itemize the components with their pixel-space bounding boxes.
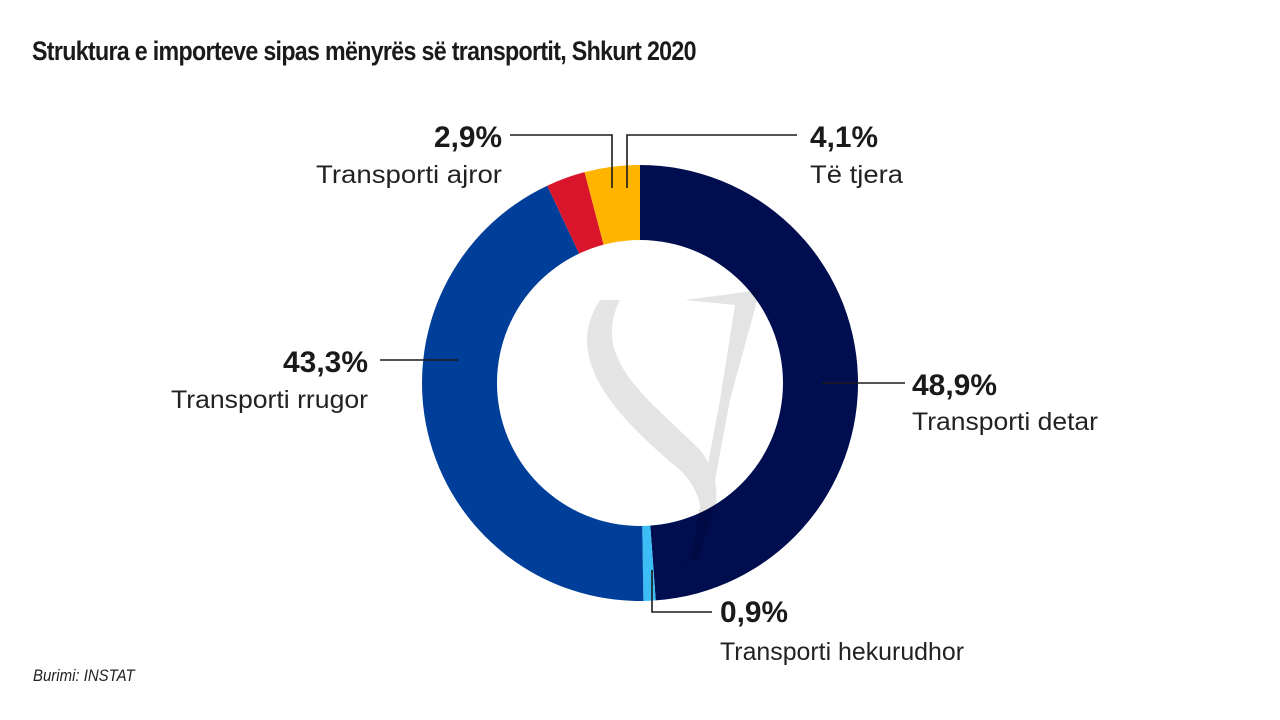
leader-line-tjera xyxy=(626,134,797,188)
chart-title: Struktura e importeve sipas mënyrës së t… xyxy=(32,36,697,66)
data-label-name-detar: Transporti detar xyxy=(912,408,1098,436)
donut-hole xyxy=(497,240,783,526)
data-label-value-tjera: 4,1% xyxy=(810,121,878,154)
data-label-value-detar: 48,9% xyxy=(912,369,997,402)
data-label-name-tjera: Të tjera xyxy=(810,161,903,189)
data-label-name-hekurudhor: Transporti hekurudhor xyxy=(720,638,964,666)
data-label-name-ajror: Transporti ajror xyxy=(316,161,502,189)
data-label-name-rrugor: Transporti rrugor xyxy=(171,386,368,414)
data-label-value-ajror: 2,9% xyxy=(434,121,502,154)
data-label-value-hekurudhor: 0,9% xyxy=(720,596,788,629)
data-label-value-rrugor: 43,3% xyxy=(283,346,368,379)
watermark-logo xyxy=(587,290,760,590)
leader-line-hekurudhor xyxy=(651,570,712,613)
leader-line-ajror xyxy=(510,134,613,188)
source-note: Burimi: INSTAT xyxy=(33,666,135,685)
leader-lines xyxy=(380,134,905,613)
labels-group: 48,9% Transporti detar 0,9% Transporti heku… xyxy=(171,121,1098,666)
